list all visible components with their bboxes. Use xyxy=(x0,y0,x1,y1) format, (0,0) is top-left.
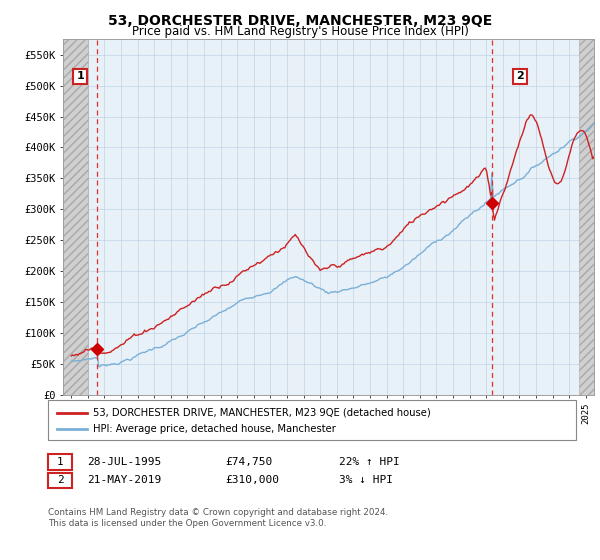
Text: 2: 2 xyxy=(56,475,64,486)
Bar xyxy=(63,39,88,395)
Bar xyxy=(579,39,594,395)
Text: 3% ↓ HPI: 3% ↓ HPI xyxy=(339,475,393,486)
Text: Contains HM Land Registry data © Crown copyright and database right 2024.
This d: Contains HM Land Registry data © Crown c… xyxy=(48,508,388,528)
Text: 53, DORCHESTER DRIVE, MANCHESTER, M23 9QE: 53, DORCHESTER DRIVE, MANCHESTER, M23 9Q… xyxy=(108,14,492,28)
Text: 2: 2 xyxy=(516,71,524,81)
Text: 28-JUL-1995: 28-JUL-1995 xyxy=(87,457,161,467)
Text: 53, DORCHESTER DRIVE, MANCHESTER, M23 9QE (detached house): 53, DORCHESTER DRIVE, MANCHESTER, M23 9Q… xyxy=(93,408,431,418)
Text: Price paid vs. HM Land Registry's House Price Index (HPI): Price paid vs. HM Land Registry's House … xyxy=(131,25,469,38)
Text: £74,750: £74,750 xyxy=(225,457,272,467)
Text: 1: 1 xyxy=(76,71,84,81)
Text: £310,000: £310,000 xyxy=(225,475,279,486)
Text: HPI: Average price, detached house, Manchester: HPI: Average price, detached house, Manc… xyxy=(93,423,336,433)
Text: 21-MAY-2019: 21-MAY-2019 xyxy=(87,475,161,486)
Text: 22% ↑ HPI: 22% ↑ HPI xyxy=(339,457,400,467)
Text: 1: 1 xyxy=(56,457,64,467)
